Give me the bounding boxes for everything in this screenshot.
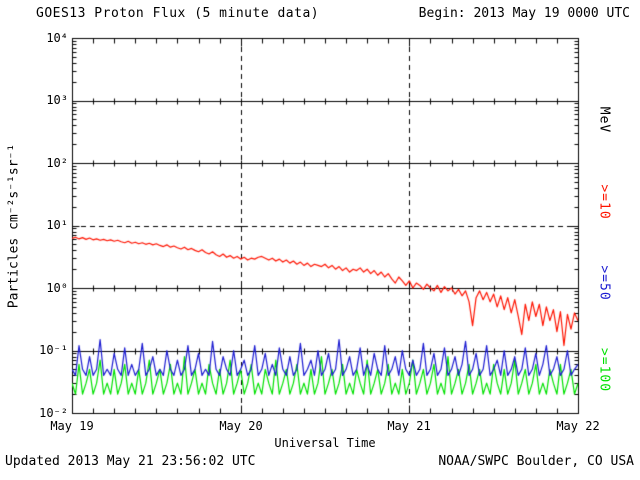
updated-timestamp: Updated 2013 May 21 23:56:02 UTC: [5, 454, 256, 469]
legend-ge10mev-label: >=10: [596, 184, 612, 220]
legend-ge100mev-label: >=100: [596, 347, 612, 393]
x-axis-label: Universal Time: [274, 436, 376, 450]
x-tick-may21: May 21: [387, 419, 431, 433]
y-tick-1e4: 10⁴: [46, 31, 68, 45]
x-tick-may22: May 22: [556, 419, 600, 433]
right-axis-unit-label: MeV: [596, 106, 612, 134]
x-tick-may20: May 20: [219, 419, 263, 433]
y-axis-label: Particles cm⁻²s⁻¹sr⁻¹: [6, 143, 22, 309]
y-tick-1e3: 10³: [46, 93, 68, 107]
source-attribution: NOAA/SWPC Boulder, CO USA: [438, 454, 634, 469]
begin-time-label: Begin: 2013 May 19 0000 UTC: [418, 6, 630, 21]
y-tick-1e-2: 10⁻²: [39, 406, 68, 420]
y-tick-1e1: 10¹: [46, 218, 68, 232]
y-tick-1e0: 10⁰: [46, 281, 68, 295]
chart-title: GOES13 Proton Flux (5 minute data): [36, 6, 320, 21]
x-tick-may19: May 19: [50, 419, 94, 433]
y-tick-1e2: 10²: [46, 156, 68, 170]
y-tick-1e-1: 10⁻¹: [39, 343, 68, 357]
legend-ge50mev-label: >=50: [596, 265, 612, 301]
